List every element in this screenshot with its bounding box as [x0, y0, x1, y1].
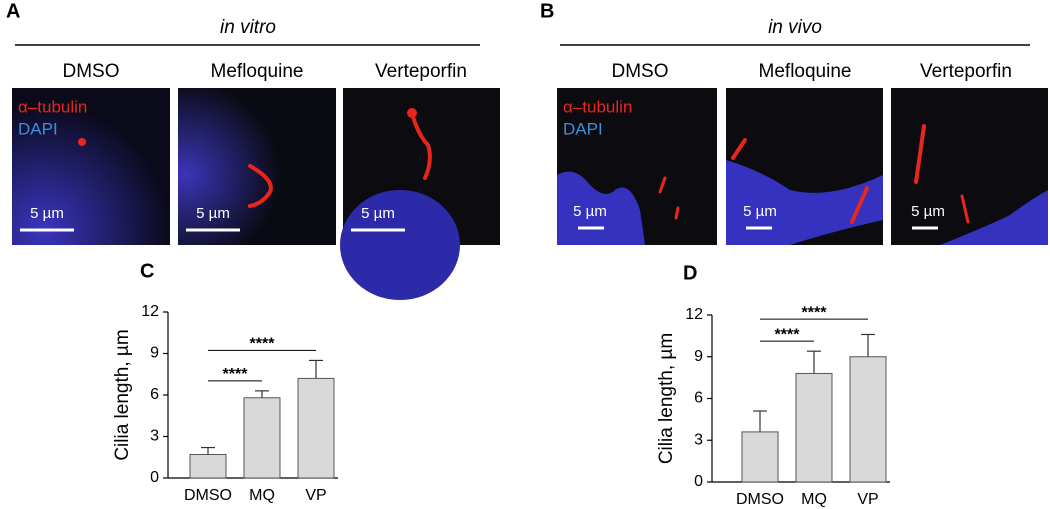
significance-label: **** — [250, 336, 276, 353]
bar — [741, 431, 779, 483]
y-tick-label: 0 — [150, 469, 159, 486]
panel-label: B — [540, 0, 554, 22]
stain-label: α–tubulin — [563, 97, 632, 116]
panel-label: C — [140, 260, 154, 282]
x-tick-label: MQ — [249, 487, 275, 504]
micrograph: 5 µm — [891, 88, 1048, 245]
y-tick-label: 6 — [150, 386, 159, 403]
y-tick-label: 12 — [685, 306, 703, 323]
y-tick-label: 9 — [150, 345, 159, 362]
column-label: Mefloquine — [211, 61, 304, 82]
column-label: DMSO — [612, 61, 669, 82]
scale-label: 5 µm — [573, 203, 607, 220]
scale-label: 5 µm — [911, 203, 945, 220]
y-tick-label: 9 — [694, 348, 703, 365]
stain-label: DAPI — [563, 119, 603, 138]
x-tick-label: MQ — [801, 491, 827, 508]
y-axis-label: Cilia length, µm — [656, 333, 677, 464]
bar — [243, 397, 281, 479]
x-tick-label: DMSO — [736, 491, 784, 508]
x-tick-label: VP — [857, 491, 878, 508]
y-axis-label: Cilia length, µm — [112, 329, 133, 460]
micrograph: 5 µm — [340, 88, 500, 300]
condition: in vivo — [768, 17, 822, 38]
scale-label: 5 µm — [30, 205, 64, 222]
scale-label: 5 µm — [196, 205, 230, 222]
significance-label: **** — [223, 366, 249, 383]
column-label: Verteporfin — [375, 61, 467, 82]
micrograph: 5 µm — [178, 88, 336, 245]
bar — [297, 377, 335, 479]
x-tick-label: VP — [305, 487, 326, 504]
stain-label: DAPI — [18, 119, 58, 138]
y-tick-label: 6 — [694, 390, 703, 407]
scale-label: 5 µm — [361, 205, 395, 222]
y-tick-label: 3 — [150, 428, 159, 445]
panel-label: A — [6, 0, 20, 22]
bar — [189, 453, 227, 479]
micrograph: α–tubulin DAPI 5 µm — [12, 88, 170, 245]
bar — [849, 356, 887, 483]
column-label: Mefloquine — [759, 61, 852, 82]
stain-label: α–tubulin — [18, 97, 87, 116]
scale-label: 5 µm — [743, 203, 777, 220]
column-label: Verteporfin — [920, 61, 1012, 82]
y-tick-label: 3 — [694, 431, 703, 448]
significance-label: **** — [775, 326, 801, 343]
x-tick-label: DMSO — [184, 487, 232, 504]
micrograph: 5 µm — [726, 88, 883, 245]
micrograph: α–tubulin DAPI 5 µm — [557, 88, 717, 245]
panel-label: D — [683, 262, 697, 284]
y-tick-label: 0 — [694, 473, 703, 490]
significance-label: **** — [802, 304, 828, 321]
y-tick-label: 12 — [141, 303, 159, 320]
bar — [795, 372, 833, 483]
condition: in vitro — [220, 17, 276, 38]
column-label: DMSO — [63, 61, 120, 82]
